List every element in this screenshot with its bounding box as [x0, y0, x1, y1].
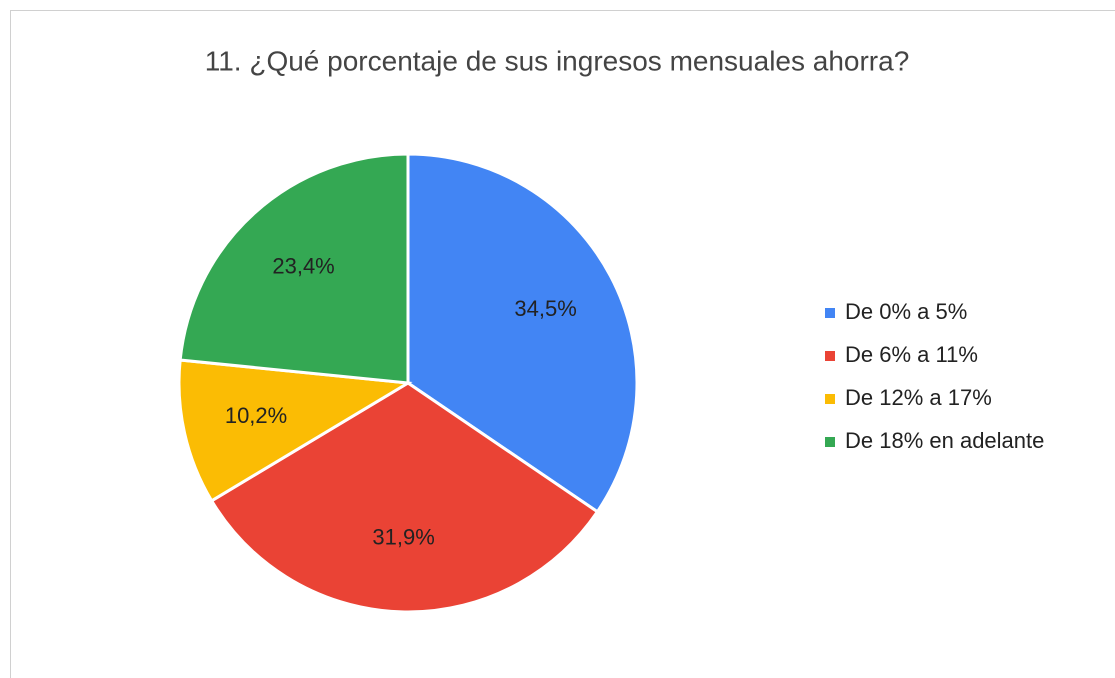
slice-label: 23,4%	[272, 253, 334, 278]
pie-slice	[209, 381, 600, 614]
legend-label: De 0% a 5%	[845, 299, 967, 324]
legend-swatch	[825, 437, 835, 447]
legend-label: De 6% a 11%	[845, 342, 978, 367]
legend-label: De 12% a 17%	[845, 385, 992, 410]
slice-label: 34,5%	[514, 296, 576, 321]
pie-slice	[178, 152, 410, 385]
pie-slice	[406, 152, 639, 514]
legend-swatch	[825, 308, 835, 318]
slice-label: 31,9%	[372, 524, 434, 549]
legend-label: De 18% en adelante	[845, 428, 1044, 453]
pie-slice	[177, 358, 413, 503]
legend-swatch	[825, 351, 835, 361]
legend-swatch	[825, 394, 835, 404]
slice-label: 10,2%	[225, 403, 287, 428]
chart-title: 11. ¿Qué porcentaje de sus ingresos mens…	[205, 45, 910, 76]
